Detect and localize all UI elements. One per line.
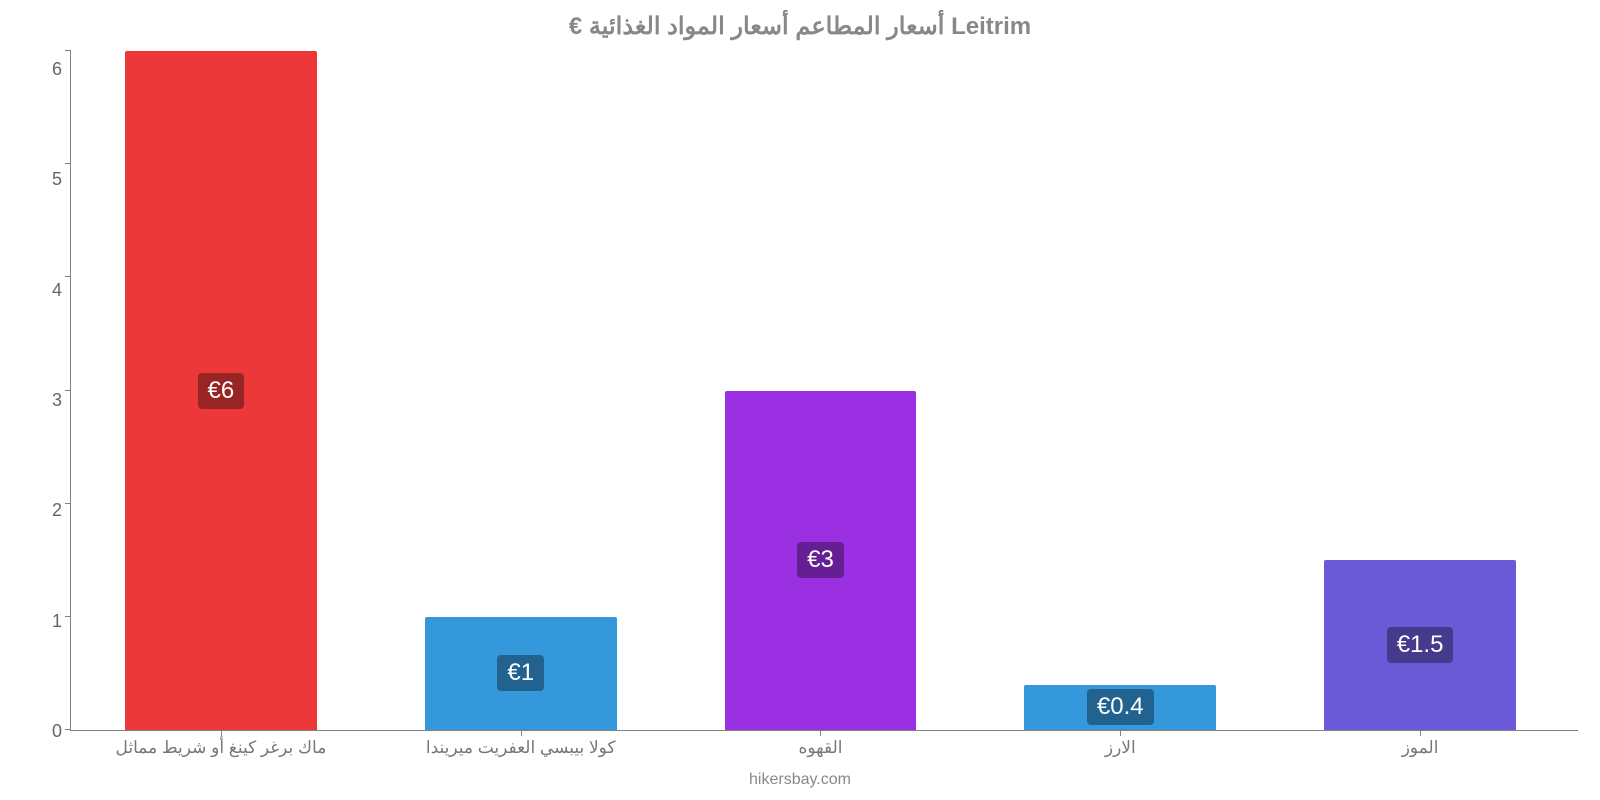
- x-axis-label: القهوه: [671, 738, 971, 758]
- x-axis-label: ماك برغر كينغ أو شريط مماثل: [71, 738, 371, 758]
- x-tick-mark: [1420, 730, 1421, 736]
- bar-slot: €3القهوه: [671, 51, 971, 730]
- y-tick-3: 3: [52, 391, 62, 409]
- x-tick-mark: [820, 730, 821, 736]
- bar-slot: €1كولا بيبسي العفريت ميريندا: [371, 51, 671, 730]
- x-axis-label: الموز: [1270, 738, 1570, 758]
- bar: €3: [725, 391, 917, 731]
- bar: €1: [425, 617, 617, 730]
- bar-value-label: €3: [797, 542, 844, 578]
- y-tick-1: 1: [52, 612, 62, 630]
- x-axis-label: كولا بيبسي العفريت ميريندا: [371, 738, 671, 758]
- attribution-text: hikersbay.com: [30, 771, 1570, 789]
- plot-area: €6ماك برغر كينغ أو شريط مماثل€1كولا بيبس…: [70, 51, 1570, 731]
- x-axis-label: الارز: [970, 738, 1270, 758]
- x-tick-mark: [521, 730, 522, 736]
- bar-value-label: €6: [198, 373, 245, 409]
- bar-slot: €1.5الموز: [1270, 51, 1570, 730]
- y-tick-5: 5: [52, 170, 62, 188]
- bar: €1.5: [1324, 560, 1516, 730]
- x-tick-mark: [1120, 730, 1121, 736]
- bar-slot: €0.4الارز: [970, 51, 1270, 730]
- y-tick-4: 4: [52, 281, 62, 299]
- y-tick-2: 2: [52, 501, 62, 519]
- chart-container: 6 5 4 3 2 1 0 €6ماك برغر كينغ أو شريط مم…: [30, 51, 1570, 731]
- y-axis: 6 5 4 3 2 1 0: [30, 51, 70, 731]
- bar-value-label: €1: [497, 655, 544, 691]
- bar-value-label: €1.5: [1387, 627, 1454, 663]
- bar: €6: [125, 51, 317, 730]
- bar-value-label: €0.4: [1087, 689, 1154, 725]
- bar-slot: €6ماك برغر كينغ أو شريط مماثل: [71, 51, 371, 730]
- chart-title: € أسعار المطاعم أسعار المواد الغذائية Le…: [30, 12, 1570, 41]
- x-tick-mark: [221, 730, 222, 736]
- bar: €0.4: [1024, 685, 1216, 730]
- y-tick-6: 6: [52, 60, 62, 78]
- y-tick-0: 0: [52, 722, 62, 740]
